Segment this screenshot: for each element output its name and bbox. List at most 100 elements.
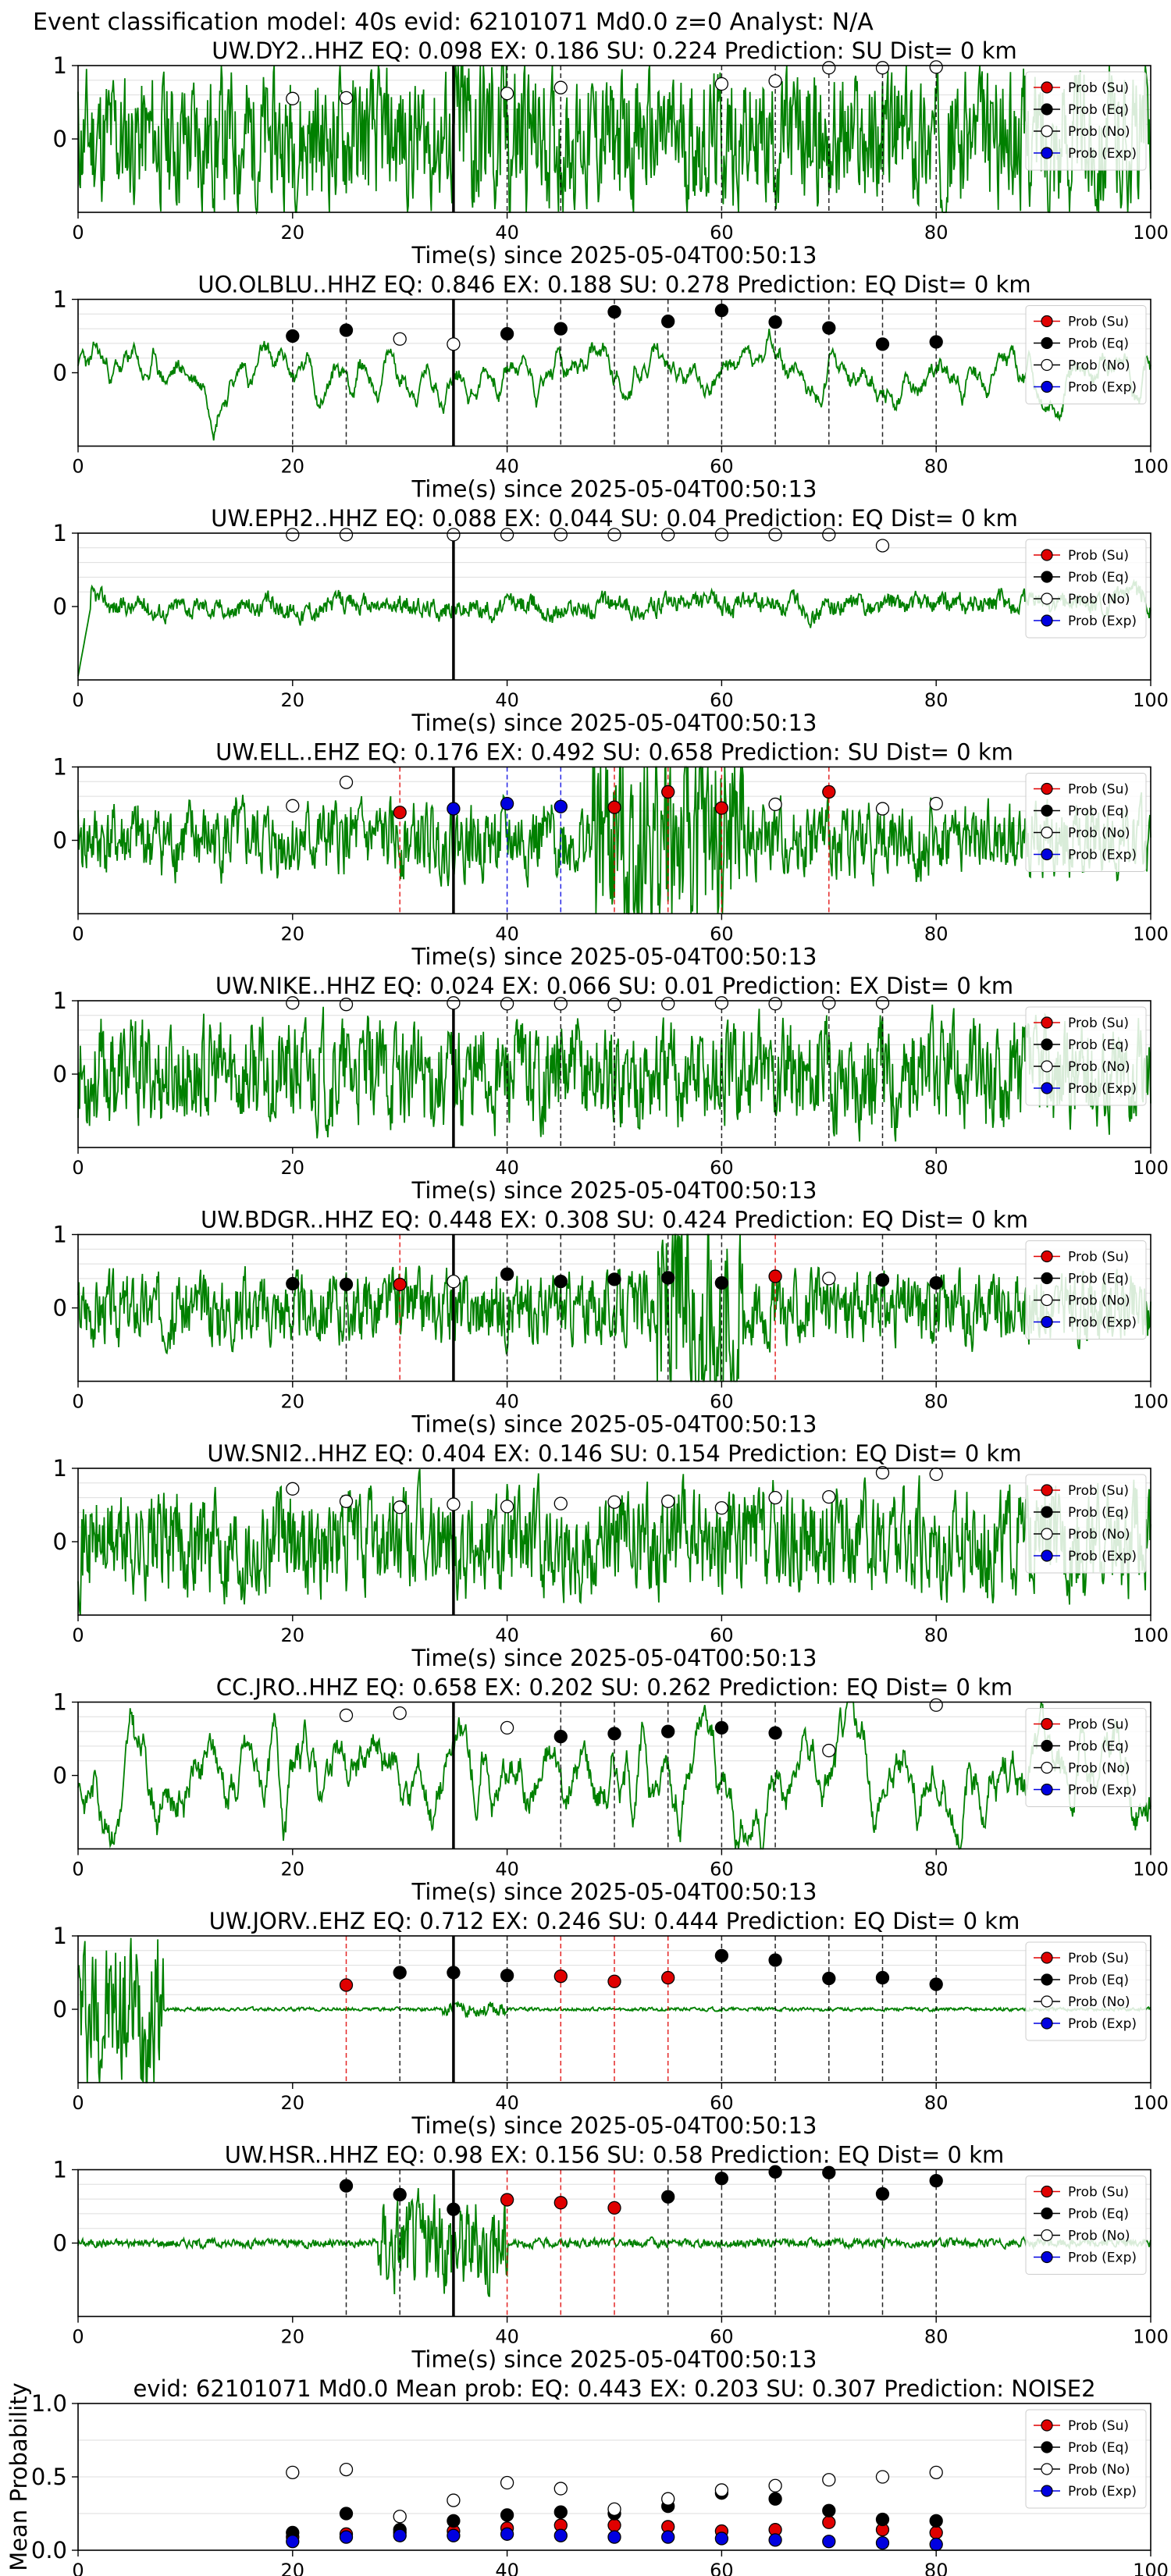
x-axis-label: Time(s) since 2025-05-04T00:50:13	[411, 2112, 817, 2139]
mean-prob-point	[500, 2475, 514, 2490]
y-tick-label: 1	[53, 286, 67, 313]
x-tick-label: 60	[710, 923, 734, 945]
x-tick-label: 60	[710, 1157, 734, 1179]
x-tick-label: 100	[1133, 1859, 1169, 1880]
mean-prob-point	[553, 2482, 568, 2496]
prob-marker	[714, 528, 729, 542]
panel-title: CC.JRO..HHZ EQ: 0.658 EX: 0.202 SU: 0.26…	[216, 1674, 1013, 1701]
prob-marker	[286, 996, 300, 1010]
prob-marker	[339, 775, 354, 789]
prob-marker	[447, 528, 461, 542]
prob-marker	[500, 327, 514, 341]
prob-marker	[822, 61, 836, 75]
prob-marker	[768, 528, 782, 542]
legend-box	[1025, 539, 1147, 639]
x-tick-label: 100	[1133, 923, 1169, 945]
x-tick-label: 80	[924, 1624, 949, 1646]
prob-marker	[447, 337, 461, 351]
y-tick-label: 0	[53, 2230, 67, 2257]
x-tick-label: 80	[924, 2560, 949, 2576]
x-tick-label: 40	[495, 1391, 519, 1413]
prob-marker	[822, 996, 836, 1010]
legend-marker	[1041, 2463, 1053, 2475]
legend-label: Prob (Exp)	[1068, 2484, 1137, 2500]
prob-marker	[661, 997, 675, 1011]
legend-marker	[1041, 2250, 1053, 2264]
prob-marker	[875, 1465, 890, 1480]
prob-marker	[553, 80, 568, 94]
prob-marker	[286, 528, 300, 542]
panel-title: UW.DY2..HHZ EQ: 0.098 EX: 0.186 SU: 0.22…	[212, 37, 1017, 64]
panel-title: UW.ELL..EHZ EQ: 0.176 EX: 0.492 SU: 0.65…	[215, 739, 1013, 766]
x-axis-label: Time(s) since 2025-05-04T00:50:13	[411, 242, 817, 269]
panel-8: CC.JRO..HHZ EQ: 0.658 EX: 0.202 SU: 0.26…	[53, 1674, 1169, 1905]
legend-label: Prob (Eq)	[1068, 1272, 1129, 1287]
mean-prob-point	[607, 2518, 621, 2532]
prob-marker	[447, 996, 461, 1010]
prob-marker	[607, 1727, 621, 1741]
panel-3: UW.EPH2..HHZ EQ: 0.088 EX: 0.044 SU: 0.0…	[53, 505, 1169, 736]
y-tick-label: 0	[53, 360, 67, 386]
mean-prob-point	[875, 2512, 890, 2527]
prob-marker	[929, 1977, 943, 1991]
prob-marker	[553, 1730, 568, 1744]
x-tick-label: 40	[495, 2560, 519, 2576]
prob-marker	[768, 74, 782, 88]
legend-marker	[1041, 1082, 1053, 1094]
legend-marker	[1041, 2485, 1053, 2497]
legend-label: Prob (No)	[1068, 1527, 1130, 1542]
legend-marker	[1041, 1016, 1053, 1029]
legend-marker	[1041, 2419, 1053, 2432]
prob-marker	[500, 1267, 514, 1281]
prob-marker	[929, 2173, 943, 2188]
mean-prob-point	[553, 2505, 568, 2519]
prob-marker	[286, 91, 300, 105]
prob-marker	[929, 60, 943, 74]
x-tick-label: 0	[72, 1157, 84, 1179]
waveform-trace	[77, 1468, 1151, 1616]
legend-marker	[1041, 1717, 1053, 1731]
legend-box	[1025, 1240, 1147, 1340]
legend-label: Prob (No)	[1068, 2462, 1130, 2478]
legend-label: Prob (Eq)	[1068, 2207, 1129, 2222]
x-tick-label: 80	[924, 2326, 949, 2348]
y-tick-label: 0.0	[31, 2537, 67, 2564]
panel-7: UW.SNI2..HHZ EQ: 0.404 EX: 0.146 SU: 0.1…	[53, 1440, 1169, 1671]
prob-marker	[661, 1724, 675, 1738]
prob-marker	[875, 1273, 890, 1287]
mean-prob-point	[768, 2492, 782, 2506]
x-tick-label: 80	[924, 1157, 949, 1179]
prob-marker	[339, 1494, 354, 1508]
legend-marker	[1041, 1484, 1053, 1496]
legend-label: Prob (Eq)	[1068, 1973, 1129, 1988]
x-tick-label: 80	[924, 1859, 949, 1880]
legend-label: Prob (Su)	[1068, 2418, 1129, 2434]
panel-title: UW.BDGR..HHZ EQ: 0.448 EX: 0.308 SU: 0.4…	[201, 1207, 1028, 1233]
x-axis-label: Time(s) since 2025-05-04T00:50:13	[411, 1177, 817, 1204]
x-tick-label: 0	[72, 456, 84, 478]
legend-label: Prob (Eq)	[1068, 570, 1129, 585]
legend-marker	[1041, 571, 1053, 583]
x-tick-label: 100	[1133, 456, 1169, 478]
prob-marker	[607, 998, 621, 1012]
prob-marker	[339, 323, 354, 337]
prob-marker	[286, 329, 300, 343]
prob-marker	[500, 87, 514, 101]
legend-marker	[1041, 1038, 1053, 1051]
x-axis-label: Time(s) since 2025-05-04T00:50:13	[411, 476, 817, 503]
x-tick-label: 20	[281, 1157, 305, 1179]
panel-title: evid: 62101071 Md0.0 Mean prob: EQ: 0.44…	[133, 2375, 1095, 2402]
y-tick-label: 0	[53, 1996, 67, 2023]
prob-marker	[500, 528, 514, 542]
panel-2: UO.OLBLU..HHZ EQ: 0.846 EX: 0.188 SU: 0.…	[53, 272, 1169, 503]
legend-marker	[1041, 1973, 1053, 1986]
legend-label: Prob (Exp)	[1068, 2016, 1137, 2032]
prob-marker	[929, 796, 943, 811]
x-tick-label: 60	[710, 1624, 734, 1646]
legend-label: Prob (Exp)	[1068, 1081, 1137, 1097]
mean-prob-point	[822, 2535, 836, 2549]
legend-marker	[1041, 1272, 1053, 1285]
x-tick-label: 20	[281, 2326, 305, 2348]
panel-1: UW.DY2..HHZ EQ: 0.098 EX: 0.186 SU: 0.22…	[53, 37, 1169, 269]
x-tick-label: 60	[710, 2326, 734, 2348]
